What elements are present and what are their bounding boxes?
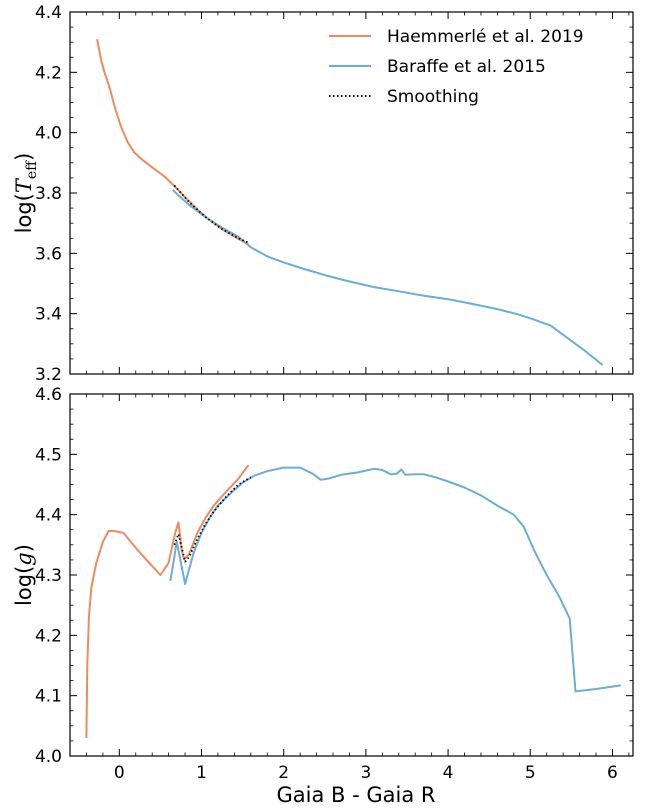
teff-ytick-label: 3.8	[35, 184, 62, 204]
teff-ytick-label: 4.0	[35, 124, 62, 144]
teff-panel: 3.2 3.4 3.6 3.8 4.0 4.2 4.4 log(Teff) Haemmerl…	[12, 3, 634, 385]
logg-xtick-label: 6	[607, 763, 618, 783]
teff-ylabel: log(Teff)	[12, 153, 40, 234]
logg-series-layer	[85, 464, 621, 738]
teff-ylabel-sub: eff	[24, 160, 40, 179]
logg-ylabel-main: log(	[12, 566, 36, 606]
legend-label-smoothing: Smoothing	[387, 87, 479, 107]
logg-xtick-label: 1	[196, 763, 207, 783]
teff-ylabel-main: log(	[12, 193, 36, 233]
teff-ytick-labels: 3.2 3.4 3.6 3.8 4.0 4.2 4.4	[35, 3, 62, 385]
logg-ylabel: log(g)	[12, 544, 36, 606]
logg-xtick-label: 5	[525, 763, 536, 783]
logg-xtick-label: 4	[443, 763, 454, 783]
teff-ytick-label: 4.4	[35, 3, 62, 23]
logg-ylabel-italic: g	[12, 552, 36, 565]
logg-ytick-label: 4.2	[35, 626, 62, 646]
logg-panel: 4.0 4.1 4.2 4.3 4.4 4.5 4.6 0 1 2 3 4 5 6 log(g) Gai…	[12, 385, 634, 807]
teff-ticks	[70, 11, 633, 375]
legend-label-haemmerle: Haemmerlé et al. 2019	[387, 27, 584, 47]
legend-label-baraffe: Baraffe et al. 2015	[387, 57, 546, 77]
teff-series-smoothing	[173, 184, 249, 244]
logg-ytick-label: 4.6	[35, 385, 62, 405]
teff-ytick-label: 3.6	[35, 244, 62, 264]
teff-ytick-label: 3.4	[35, 305, 62, 325]
logg-ytick-label: 4.1	[35, 687, 62, 707]
logg-series-baraffe	[169, 466, 621, 693]
logg-ytick-label: 4.3	[35, 566, 62, 586]
logg-ytick-label: 4.5	[35, 445, 62, 465]
logg-xtick-label: 3	[360, 763, 371, 783]
logg-series-haemmerle	[85, 464, 250, 738]
teff-ytick-label: 3.2	[35, 365, 62, 385]
logg-ylabel-close: )	[12, 544, 36, 552]
logg-ytick-labels: 4.0 4.1 4.2 4.3 4.4 4.5 4.6	[35, 385, 62, 767]
logg-series-smoothing	[173, 476, 252, 563]
logg-ticks	[70, 393, 633, 757]
logg-ytick-label: 4.4	[35, 506, 62, 526]
logg-xtick-label: 0	[114, 763, 125, 783]
legend: Haemmerlé et al. 2019 Baraffe et al. 201…	[329, 27, 584, 107]
teff-ylabel-close: )	[12, 153, 36, 161]
logg-xtick-label: 2	[278, 763, 289, 783]
logg-xtick-labels: 0 1 2 3 4 5 6	[114, 763, 618, 783]
teff-series-layer	[96, 39, 604, 366]
logg-axes-frame	[69, 393, 634, 757]
teff-ytick-label: 4.2	[35, 63, 62, 83]
logg-ytick-label: 4.0	[35, 747, 62, 767]
logg-xlabel: Gaia B - Gaia R	[277, 783, 436, 807]
teff-series-haemmerle	[96, 39, 249, 246]
teff-series-baraffe	[172, 189, 604, 366]
teff-ylabel-italic: T	[12, 177, 36, 193]
